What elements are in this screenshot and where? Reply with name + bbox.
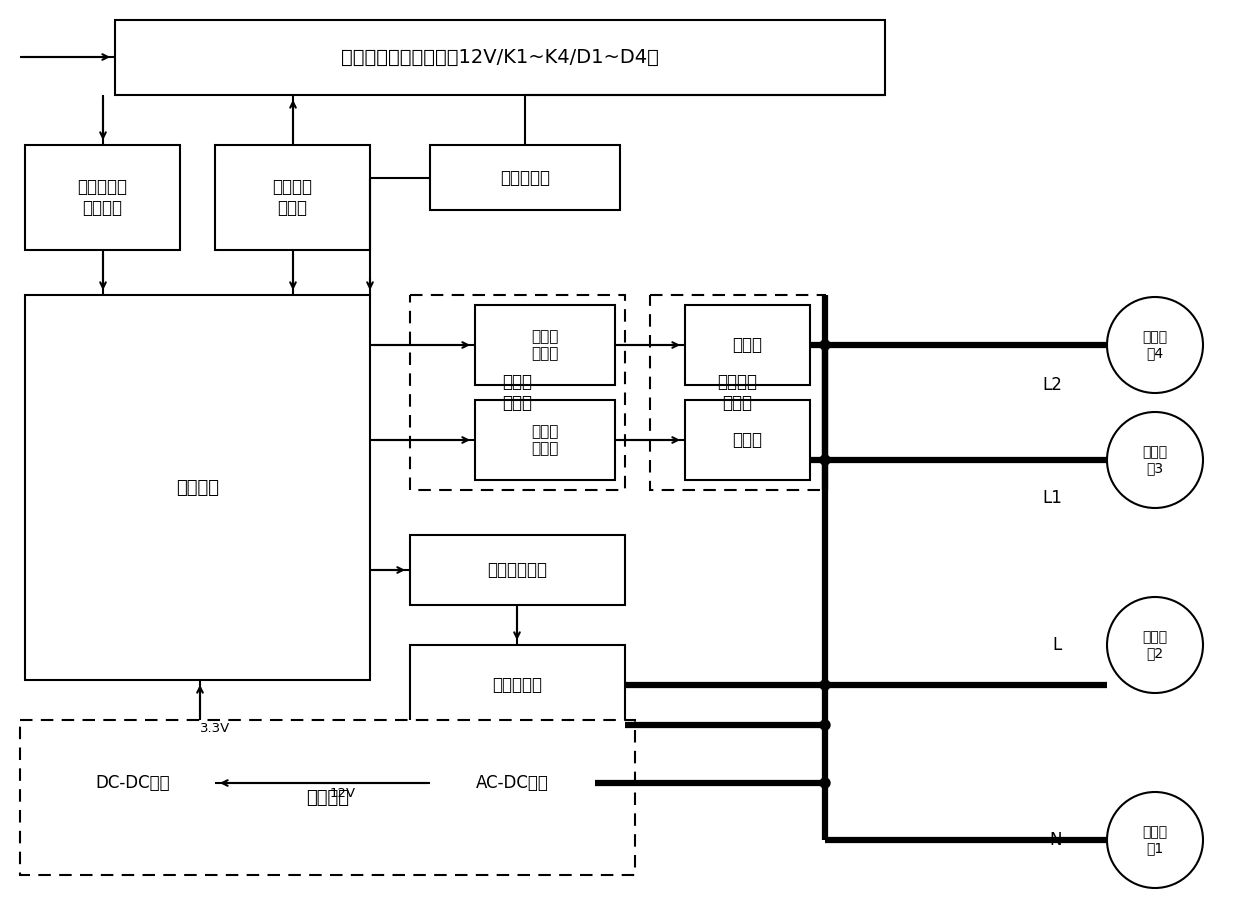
Bar xyxy=(430,748,595,818)
Circle shape xyxy=(1107,297,1203,393)
Text: N: N xyxy=(1049,831,1061,849)
Circle shape xyxy=(820,340,830,350)
Circle shape xyxy=(1107,412,1203,508)
Circle shape xyxy=(1107,792,1203,888)
Text: 主控模块: 主控模块 xyxy=(176,478,219,497)
Text: 载波通信模块: 载波通信模块 xyxy=(487,561,548,579)
Bar xyxy=(20,720,635,875)
Circle shape xyxy=(1107,597,1203,693)
Circle shape xyxy=(820,680,830,690)
Text: 可控硅控
制电路: 可控硅控 制电路 xyxy=(718,373,758,412)
Text: 12V: 12V xyxy=(330,787,356,800)
Text: DC-DC电路: DC-DC电路 xyxy=(95,774,170,792)
Text: 3.3V: 3.3V xyxy=(200,722,231,735)
Bar xyxy=(50,748,215,818)
Text: 耦合变压器: 耦合变压器 xyxy=(492,676,543,694)
Bar xyxy=(684,305,810,385)
Text: 电源模块: 电源模块 xyxy=(306,789,348,806)
Text: 光耦输
出模块: 光耦输 出模块 xyxy=(502,373,532,412)
Text: L2: L2 xyxy=(1042,376,1061,394)
Bar xyxy=(475,305,615,385)
Bar xyxy=(410,295,625,490)
Bar xyxy=(215,145,370,250)
Text: 可控硅: 可控硅 xyxy=(733,336,763,354)
Circle shape xyxy=(820,720,830,730)
Text: 光耦控
制电路: 光耦控 制电路 xyxy=(531,329,559,362)
Text: 接线端
子3: 接线端 子3 xyxy=(1142,445,1168,475)
Bar xyxy=(650,295,825,490)
Bar xyxy=(25,295,370,680)
Bar xyxy=(410,645,625,725)
Circle shape xyxy=(820,778,830,788)
Text: 干接点输入
检测电路: 干接点输入 检测电路 xyxy=(77,178,128,217)
Text: L1: L1 xyxy=(1042,489,1061,507)
Bar xyxy=(25,145,180,250)
Text: 可控硅: 可控硅 xyxy=(733,431,763,449)
Text: 接线端
子1: 接线端 子1 xyxy=(1142,825,1168,855)
Bar xyxy=(475,400,615,480)
Text: 光耦控
制电路: 光耦控 制电路 xyxy=(531,424,559,456)
Bar xyxy=(430,145,620,210)
Circle shape xyxy=(820,455,830,465)
Text: 干接点输
出电路: 干接点输 出电路 xyxy=(273,178,312,217)
Text: 干接点输入输出接口（12V/K1~K4/D1~D4）: 干接点输入输出接口（12V/K1~K4/D1~D4） xyxy=(341,48,658,67)
Text: 温度传感器: 温度传感器 xyxy=(500,169,551,186)
Text: AC-DC电路: AC-DC电路 xyxy=(476,774,549,792)
Text: 接线端
子2: 接线端 子2 xyxy=(1142,630,1168,660)
Text: 接线端
子4: 接线端 子4 xyxy=(1142,330,1168,360)
Text: L: L xyxy=(1053,636,1061,654)
Bar xyxy=(410,535,625,605)
Bar xyxy=(684,400,810,480)
Bar xyxy=(115,20,885,95)
